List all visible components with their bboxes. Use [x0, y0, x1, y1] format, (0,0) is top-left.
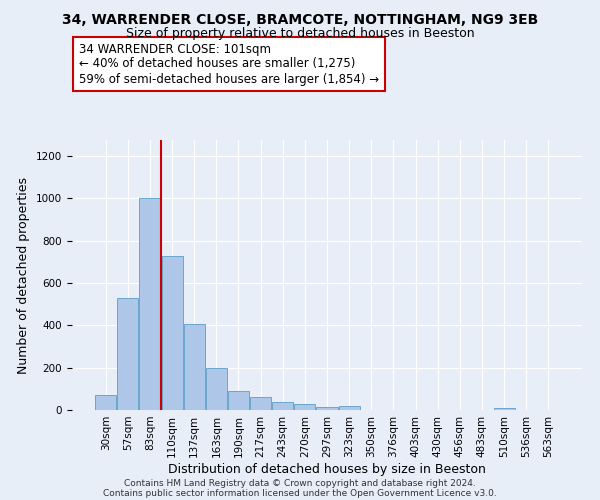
Bar	[206, 368, 227, 410]
Bar	[184, 324, 205, 410]
Bar	[338, 406, 359, 410]
Text: 34, WARRENDER CLOSE, BRAMCOTE, NOTTINGHAM, NG9 3EB: 34, WARRENDER CLOSE, BRAMCOTE, NOTTINGHA…	[62, 12, 538, 26]
Bar	[95, 395, 116, 410]
Bar	[250, 398, 271, 410]
Y-axis label: Number of detached properties: Number of detached properties	[17, 176, 31, 374]
Text: Contains public sector information licensed under the Open Government Licence v3: Contains public sector information licen…	[103, 488, 497, 498]
Bar	[494, 408, 515, 410]
X-axis label: Distribution of detached houses by size in Beeston: Distribution of detached houses by size …	[168, 462, 486, 475]
Text: Contains HM Land Registry data © Crown copyright and database right 2024.: Contains HM Land Registry data © Crown c…	[124, 478, 476, 488]
Bar	[118, 298, 139, 410]
Bar	[228, 391, 249, 410]
Bar	[272, 402, 293, 410]
Text: Size of property relative to detached houses in Beeston: Size of property relative to detached ho…	[125, 28, 475, 40]
Text: 34 WARRENDER CLOSE: 101sqm
← 40% of detached houses are smaller (1,275)
59% of s: 34 WARRENDER CLOSE: 101sqm ← 40% of deta…	[79, 42, 379, 86]
Bar	[139, 198, 160, 410]
Bar	[295, 404, 316, 410]
Bar	[316, 407, 338, 410]
Bar	[161, 256, 182, 410]
